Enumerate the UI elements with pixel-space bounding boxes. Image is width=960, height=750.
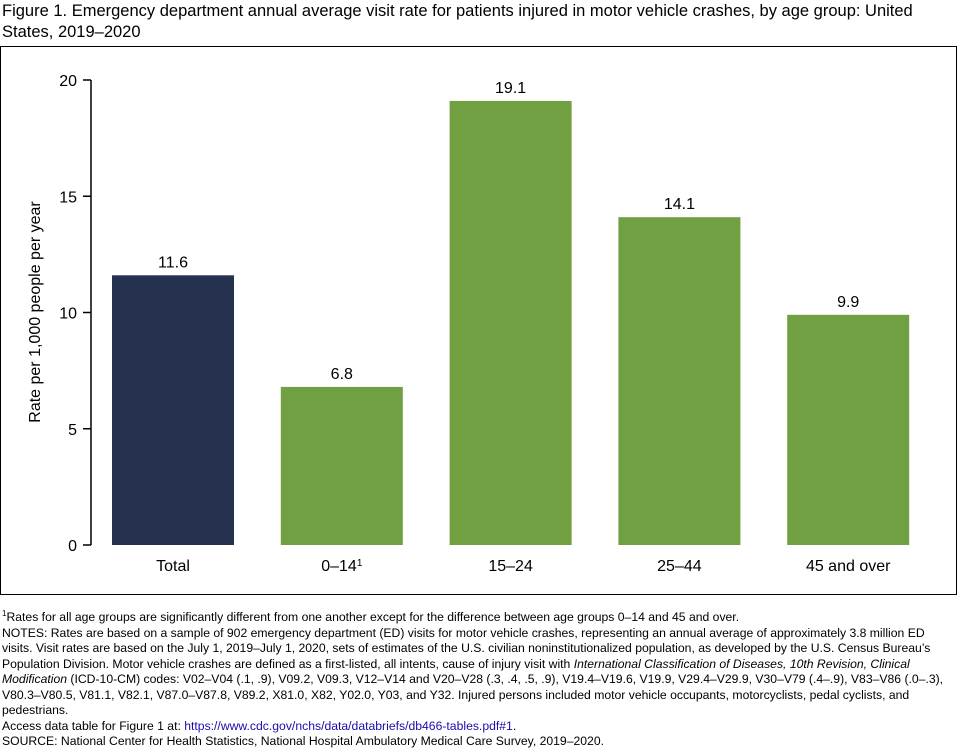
data-table-link[interactable]: https://www.cdc.gov/nchs/data/databriefs… <box>184 718 513 733</box>
x-tick-label: Total <box>156 558 190 575</box>
notes-text: NOTES: Rates are based on a sample of 90… <box>2 625 944 718</box>
bar <box>618 217 741 546</box>
y-tick-label: 15 <box>59 189 77 206</box>
source-text: SOURCE: National Center for Health Stati… <box>2 734 604 748</box>
footnotes: 1Rates for all age groups are significan… <box>2 608 952 750</box>
bar <box>449 100 572 546</box>
y-tick-label: 0 <box>68 538 77 555</box>
footnote-marker: 1 <box>2 608 7 618</box>
y-tick-label: 10 <box>59 306 77 323</box>
access-data-line: Access data table for Figure 1 at: https… <box>2 718 517 733</box>
y-axis-label: Rate per 1,000 people per year <box>27 201 44 423</box>
bar-chart: Rate per 1,000 people per year 05101520 … <box>27 73 910 576</box>
bar-value-label: 19.1 <box>495 80 526 97</box>
x-tick-superscript: 1 <box>357 558 363 569</box>
chart-frame: Rate per 1,000 people per year 0 5 10 15 20 … <box>0 46 957 595</box>
bar <box>112 275 234 545</box>
y-tick-label: 20 <box>59 73 77 90</box>
bar <box>787 314 910 545</box>
bar-value-label: 6.8 <box>331 366 353 383</box>
x-tick-label: 15–24 <box>488 558 533 575</box>
figure-title: Figure 1. Emergency department annual av… <box>2 2 913 41</box>
x-tick-label: 0–141 <box>321 558 363 576</box>
bar-value-label: 11.6 <box>158 254 188 271</box>
bar-value-label: 9.9 <box>837 294 859 311</box>
x-tick-label: 45 and over <box>806 558 891 575</box>
x-tick-label: 25–44 <box>657 558 702 575</box>
footnote-1: 1Rates for all age groups are significan… <box>2 608 740 624</box>
y-tick-label: 5 <box>68 422 77 439</box>
bar <box>280 386 403 545</box>
bar-value-label: 14.1 <box>664 196 695 213</box>
